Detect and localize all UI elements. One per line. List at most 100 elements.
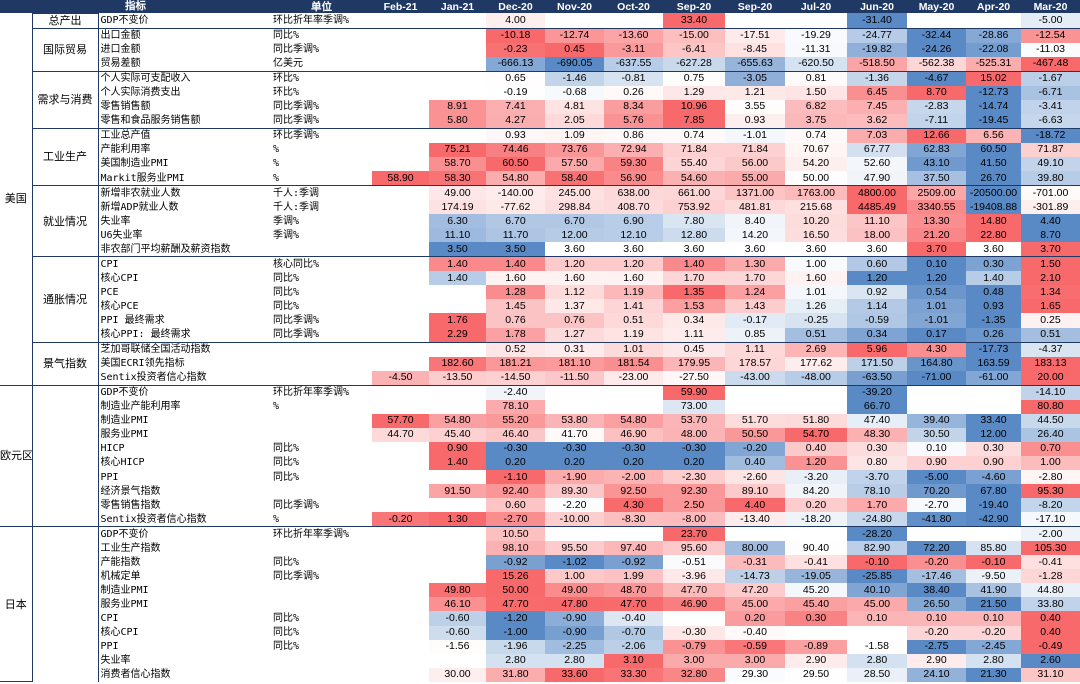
value-cell: 47.70 bbox=[486, 597, 545, 612]
value-cell: -11.50 bbox=[545, 370, 604, 386]
value-cell: 0.48 bbox=[966, 285, 1021, 300]
unit-label: % bbox=[273, 158, 280, 170]
value-cell bbox=[372, 214, 429, 229]
value-cell: -0.41 bbox=[785, 555, 847, 570]
value-cell: -5.00 bbox=[1021, 13, 1080, 29]
unit-label bbox=[271, 242, 372, 257]
value-cell: 0.51 bbox=[604, 313, 663, 328]
value-cell: -5.00 bbox=[907, 470, 966, 485]
value-cell: 78.10 bbox=[486, 399, 545, 414]
value-cell: 48.30 bbox=[847, 427, 907, 442]
table-row: 新增ADP就业人数 千人:季调 174.19 -77.62 298.84 408.70 75… bbox=[0, 200, 1080, 215]
table-row: 工业生产 工业总产值 环比季调% 0.93 1.09 0.86 0.74 -1.01 0.74 7… bbox=[0, 127, 1080, 186]
indicator-name: 工业生产指数 bbox=[100, 542, 161, 554]
indicator-name: Markit服务业PMI bbox=[100, 172, 185, 184]
value-cell: 41.90 bbox=[966, 583, 1021, 598]
value-cell: 40.10 bbox=[847, 583, 907, 598]
value-cell bbox=[372, 498, 429, 513]
value-cell: 1.29 bbox=[663, 85, 725, 100]
value-cell: 21.30 bbox=[966, 667, 1021, 682]
indicator-name: 制造业产能利用率 bbox=[100, 401, 181, 413]
value-cell bbox=[725, 384, 785, 400]
value-cell: 32.80 bbox=[663, 667, 725, 682]
value-cell: -14.74 bbox=[966, 99, 1021, 114]
unit-label: 季调% bbox=[273, 215, 300, 227]
table-row: 产能指数 同比% -0.92 -1.02 -0.92 -0.51 -0.31 -0.41 -0.… bbox=[0, 555, 1080, 570]
value-cell: -17.10 bbox=[1021, 512, 1080, 527]
value-cell: -4.60 bbox=[966, 470, 1021, 485]
value-cell: 5.80 bbox=[429, 113, 486, 129]
value-cell: -8.20 bbox=[1021, 498, 1080, 513]
value-cell: 92.40 bbox=[486, 484, 545, 499]
value-cell: 1.50 bbox=[785, 85, 847, 100]
value-cell: -2.70 bbox=[486, 512, 545, 527]
table-row: 零售和食品服务销售额 同比季调% 5.80 4.27 2.05 5.76 7.85 0.93 3… bbox=[0, 113, 1080, 129]
value-cell: -1.00 bbox=[486, 625, 545, 640]
value-cell: -1.28 bbox=[1021, 569, 1080, 584]
value-cell: 49.00 bbox=[545, 583, 604, 598]
value-cell: 56.90 bbox=[604, 171, 663, 186]
value-cell: 46.90 bbox=[604, 427, 663, 442]
value-cell: 1.50 bbox=[1021, 256, 1080, 272]
value-cell: -562.38 bbox=[907, 56, 966, 72]
value-cell: 21.20 bbox=[907, 228, 966, 243]
value-cell: 2.90 bbox=[785, 653, 847, 668]
value-cell: 31.80 bbox=[486, 667, 545, 682]
value-cell: 0.45 bbox=[663, 341, 725, 357]
indicator-name: CPI bbox=[98, 256, 271, 272]
value-cell bbox=[966, 384, 1021, 400]
value-cell: 0.52 bbox=[486, 341, 545, 357]
value-cell: 1.60 bbox=[545, 271, 604, 286]
value-cell: 8.70 bbox=[1021, 228, 1080, 243]
value-cell: 6.45 bbox=[847, 85, 907, 100]
table-row: 失业率 季调% 6.30 6.70 6.70 6.90 7.80 8.40 10.20 11.10… bbox=[0, 214, 1080, 229]
indicator-name: 产能利用率 bbox=[100, 144, 151, 156]
value-cell: -77.62 bbox=[486, 200, 545, 215]
header-month: May-20 bbox=[907, 0, 966, 13]
value-cell: 45.40 bbox=[429, 427, 486, 442]
value-cell: -2.75 bbox=[907, 639, 966, 654]
value-cell: -12.73 bbox=[966, 85, 1021, 100]
value-cell: 90.40 bbox=[785, 541, 847, 556]
value-cell: 91.50 bbox=[429, 484, 486, 499]
value-cell: 0.20 bbox=[725, 611, 785, 626]
table-row: 美国ECRI领先指标 182.60 181.21 181.10 181.54 179.95… bbox=[0, 356, 1080, 371]
value-cell: -1.58 bbox=[847, 639, 907, 654]
value-cell bbox=[372, 639, 429, 654]
value-cell bbox=[372, 327, 429, 343]
table-row: 美国制造业PMI% 58.70 60.50 57.50 59.30 55.40 56.00 5… bbox=[0, 156, 1080, 172]
value-cell: 54.20 bbox=[785, 156, 847, 172]
value-cell: -3.20 bbox=[785, 470, 847, 485]
value-cell: 182.60 bbox=[429, 356, 486, 371]
value-cell: 71.84 bbox=[725, 142, 785, 157]
value-cell: 661.00 bbox=[663, 185, 725, 201]
value-cell bbox=[372, 42, 429, 57]
value-cell bbox=[907, 13, 966, 29]
value-cell: -701.00 bbox=[1021, 185, 1080, 201]
value-cell: 55.20 bbox=[486, 413, 545, 428]
value-cell: 1.27 bbox=[545, 327, 604, 343]
value-cell: -2.60 bbox=[725, 470, 785, 485]
value-cell: 1.20 bbox=[907, 271, 966, 286]
table-row: 零售销售指数 同比季调% 0.60 -2.20 4.30 2.50 4.40 0.20 1.70… bbox=[0, 498, 1080, 513]
value-cell: 54.80 bbox=[429, 413, 486, 428]
table-row: 核心HICP 同比% 1.40 0.20 0.20 0.20 0.20 0.40 1.20 0.8… bbox=[0, 455, 1080, 470]
value-cell: -42.90 bbox=[966, 512, 1021, 527]
unit-label: 环比折年率季调% bbox=[271, 384, 372, 400]
value-cell: 6.82 bbox=[785, 99, 847, 114]
unit-label bbox=[271, 357, 372, 371]
value-cell: 78.10 bbox=[847, 484, 907, 499]
value-cell: -61.00 bbox=[966, 370, 1021, 386]
value-cell bbox=[725, 526, 785, 542]
indicator-name: CPI bbox=[100, 612, 119, 624]
value-cell: 3.10 bbox=[604, 653, 663, 668]
value-cell bbox=[429, 470, 486, 485]
unit-label: 环比% bbox=[273, 87, 300, 99]
value-cell: -0.40 bbox=[725, 625, 785, 640]
value-cell bbox=[429, 653, 486, 668]
value-cell: -18.20 bbox=[785, 512, 847, 527]
value-cell: 3.00 bbox=[725, 653, 785, 668]
indicator-name: 进口金额 bbox=[100, 44, 141, 56]
value-cell: 177.62 bbox=[785, 356, 847, 371]
value-cell: -1.35 bbox=[966, 313, 1021, 328]
